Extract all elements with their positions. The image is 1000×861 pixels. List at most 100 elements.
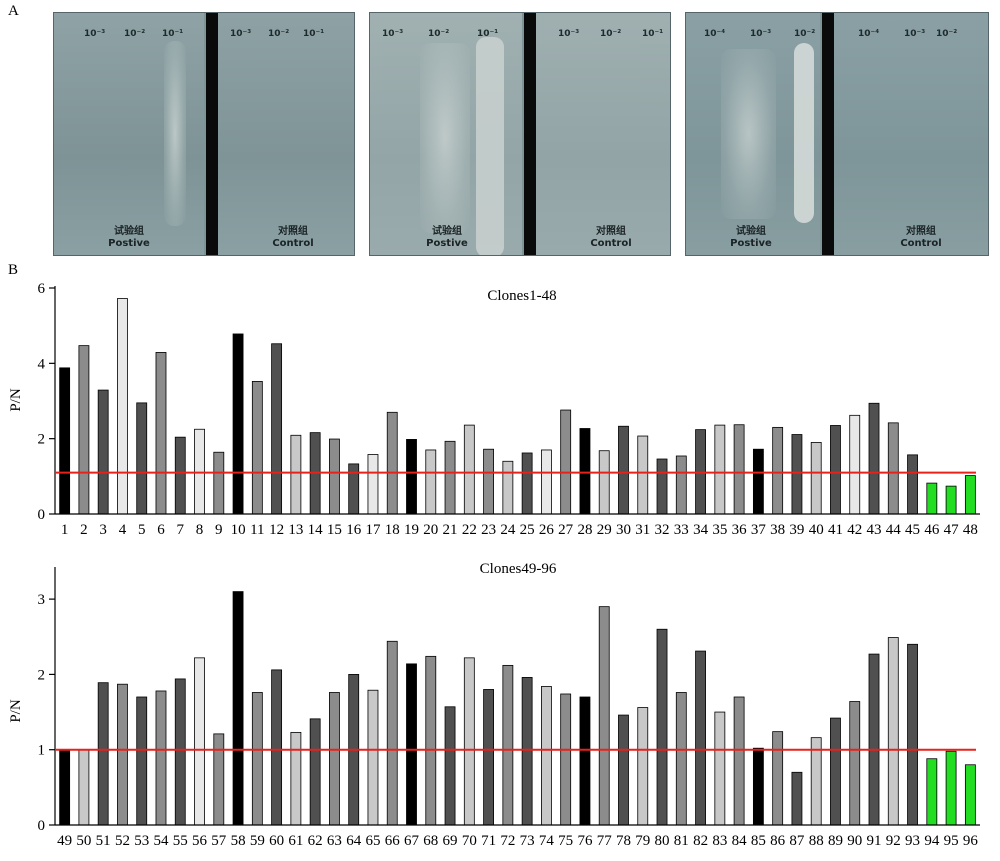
x-tick-label-23: 23 — [481, 522, 496, 538]
x-tick-label-7: 7 — [177, 522, 185, 538]
x-tick-label-58: 58 — [231, 833, 246, 849]
plate-2-control-half: 10⁻³ 10⁻² 10⁻¹ 对照组 Control — [536, 13, 670, 255]
bar-clone-80 — [656, 628, 668, 826]
bar-clone-4 — [117, 298, 128, 515]
bar-clone-84 — [733, 696, 745, 826]
x-tick-label-93: 93 — [905, 833, 920, 849]
x-tick-label-92: 92 — [886, 833, 901, 849]
plate-2-divider — [524, 13, 536, 255]
bar-clone-73 — [521, 677, 533, 826]
x-tick-label-72: 72 — [500, 833, 515, 849]
plate-2-control-dilution-1: 10⁻³ — [558, 29, 580, 39]
x-tick-label-46: 46 — [924, 522, 940, 538]
bar-clone-85 — [752, 747, 764, 826]
x-tick-label-8: 8 — [196, 522, 204, 538]
x-tick-label-20: 20 — [423, 522, 438, 538]
bar-clone-36 — [733, 424, 745, 515]
x-tick-label-78: 78 — [616, 833, 631, 849]
bar-clone-96 — [964, 764, 976, 826]
bar-clone-90 — [849, 701, 861, 826]
plate-2-test-label: 试验组 Postive — [426, 226, 468, 249]
chart-1-x-axis: 1 2 3 4 5 6 7 8 9 10 11 12 13 14 15 16 17 18 19 20 21 22 23 24 2… — [55, 513, 980, 538]
bar-clone-30 — [618, 425, 629, 515]
x-tick-label-63: 63 — [327, 833, 342, 849]
x-tick-label-43: 43 — [867, 522, 882, 538]
bar-clone-11 — [251, 381, 263, 515]
bar-clone-9 — [213, 451, 225, 515]
bar-clone-21 — [444, 440, 456, 515]
x-tick-label-25: 25 — [520, 522, 535, 538]
bar-clone-54 — [155, 690, 167, 826]
plate-1-test-half: 10⁻³ 10⁻² 10⁻¹ 试验组 Postive — [54, 13, 204, 255]
bar-clone-72 — [502, 664, 514, 826]
bar-clone-58 — [232, 591, 244, 826]
bar-clone-32 — [656, 458, 668, 515]
plate-3-test-dilution-1: 10⁻⁴ — [704, 29, 726, 39]
panel-a-label: A — [8, 3, 19, 19]
plate-1-colony-streak — [164, 41, 186, 226]
plate-2-test-dilution-3: 10⁻¹ — [477, 29, 499, 39]
x-tick-label-87: 87 — [789, 833, 805, 849]
bar-clone-81 — [675, 692, 687, 826]
plate-3-control-dilution-3: 10⁻² — [936, 29, 958, 39]
x-tick-label-82: 82 — [693, 833, 708, 849]
x-tick-label-13: 13 — [288, 522, 303, 538]
bar-clone-94 — [926, 758, 938, 826]
x-tick-label-71: 71 — [481, 833, 496, 849]
x-tick-label-81: 81 — [674, 833, 689, 849]
bar-clone-65 — [367, 689, 379, 826]
x-tick-label-79: 79 — [635, 833, 650, 849]
x-tick-label-96: 96 — [963, 833, 979, 849]
x-tick-label-89: 89 — [828, 833, 843, 849]
x-tick-label-83: 83 — [712, 833, 727, 849]
x-tick-label-34: 34 — [693, 522, 709, 538]
x-tick-label-26: 26 — [539, 522, 555, 538]
bar-clone-20 — [425, 449, 437, 515]
bar-clone-6 — [155, 352, 167, 515]
x-tick-label-85: 85 — [751, 833, 766, 849]
bar-clone-57 — [213, 733, 225, 826]
plate-2-test-half: 10⁻³ 10⁻² 10⁻¹ 试验组 Postive — [370, 13, 522, 255]
x-tick-label-68: 68 — [423, 833, 438, 849]
bar-clone-16 — [348, 463, 360, 515]
plate-2-control-dilution-2: 10⁻² — [600, 29, 622, 39]
bar-clone-66 — [386, 640, 398, 826]
x-tick-label-38: 38 — [770, 522, 785, 538]
bar-clone-51 — [97, 682, 109, 826]
bar-clone-95 — [945, 750, 957, 826]
plate-2-control-label: 对照组 Control — [590, 226, 632, 249]
x-tick-label-45: 45 — [905, 522, 920, 538]
bar-clone-86 — [772, 731, 784, 826]
y-tick-label-0: 0 — [38, 818, 46, 834]
x-tick-label-2: 2 — [80, 522, 88, 538]
x-tick-label-94: 94 — [924, 833, 940, 849]
x-tick-label-76: 76 — [577, 833, 593, 849]
plate-2-test-dilution-2: 10⁻² — [428, 29, 450, 39]
chart-2-x-axis: 49 50 51 52 53 54 55 56 57 58 59 60 61 62 63 64 65 66 67 68… — [55, 824, 980, 849]
bar-clone-39 — [791, 434, 803, 515]
bar-clone-28 — [579, 428, 591, 515]
bar-clone-59 — [251, 692, 263, 826]
x-tick-label-75: 75 — [558, 833, 573, 849]
plate-2: 10⁻³ 10⁻² 10⁻¹ 试验组 Postive 10⁻³ 10⁻² 10⁻¹… — [369, 12, 671, 256]
bar-clone-48 — [964, 475, 976, 515]
x-tick-label-54: 54 — [153, 833, 169, 849]
plate-3-divider — [822, 13, 834, 255]
bar-clone-12 — [271, 343, 283, 515]
plate-1-test-dilution-3: 10⁻¹ — [162, 29, 184, 39]
y-tick-label-6: 6 — [38, 281, 46, 297]
x-tick-label-19: 19 — [404, 522, 419, 538]
bar-clone-83 — [714, 711, 726, 826]
bar-clone-88 — [810, 737, 822, 826]
x-tick-label-24: 24 — [500, 522, 516, 538]
x-tick-label-52: 52 — [115, 833, 130, 849]
x-tick-label-28: 28 — [577, 522, 592, 538]
x-tick-label-40: 40 — [809, 522, 824, 538]
bar-clone-52 — [117, 683, 128, 826]
x-tick-label-64: 64 — [346, 833, 362, 849]
x-tick-label-18: 18 — [385, 522, 400, 538]
bar-clone-89 — [830, 717, 841, 826]
plate-3-test-half: 10⁻⁴ 10⁻³ 10⁻² 试验组 Postive — [686, 13, 820, 255]
